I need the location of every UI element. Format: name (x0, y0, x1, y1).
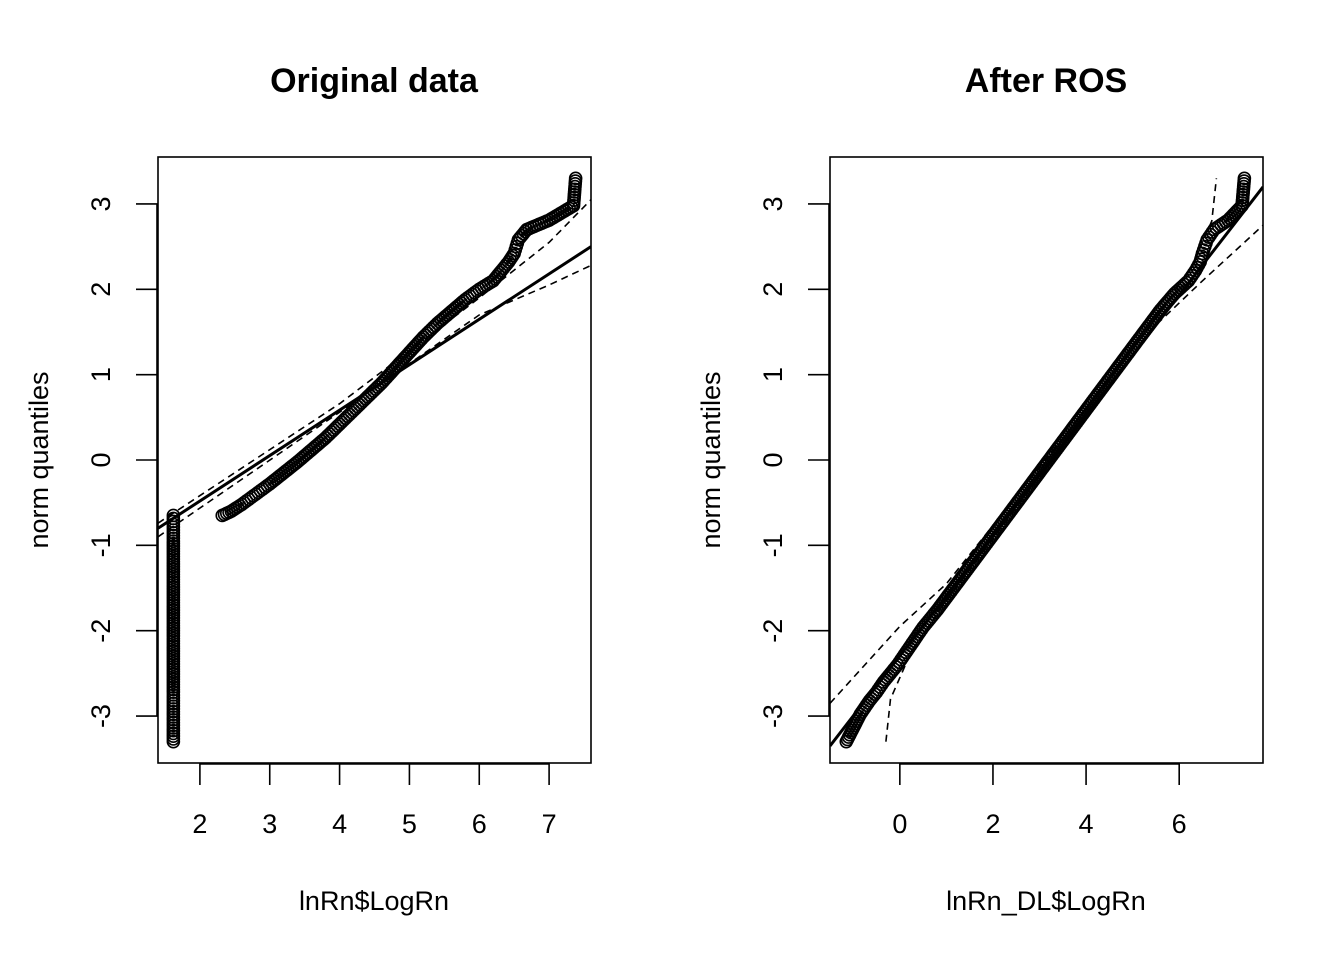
y-tick-label: -3 (758, 704, 788, 728)
y-tick-label: -2 (86, 619, 116, 643)
x-tick-label: 4 (332, 809, 347, 839)
y-tick-label: 1 (758, 367, 788, 382)
y-tick-label: 1 (86, 367, 116, 382)
confidence-envelope-lower (158, 264, 591, 538)
y-tick-label: 2 (86, 282, 116, 297)
y-tick-label: 3 (86, 196, 116, 211)
y-tick-label: -2 (758, 619, 788, 643)
y-tick-label: 2 (758, 282, 788, 297)
x-tick-label: 5 (402, 809, 417, 839)
confidence-envelope-lower (885, 224, 1263, 742)
chart-title: After ROS (965, 62, 1127, 100)
x-tick-label: 3 (262, 809, 277, 839)
x-axis-label: lnRn$LogRn (299, 886, 449, 916)
y-tick-label: -1 (86, 533, 116, 557)
x-tick-label: 2 (192, 809, 207, 839)
y-tick-label: -1 (758, 533, 788, 557)
after-ros-panel: After ROS lnRn_DL$LogRn norm quantiles 0… (696, 62, 1264, 916)
data-point (166, 508, 181, 523)
y-tick-label: 0 (758, 452, 788, 467)
data-point (568, 171, 583, 186)
x-axis-label: lnRn_DL$LogRn (946, 886, 1146, 916)
y-tick-label: 0 (86, 452, 116, 467)
y-tick-label: -3 (86, 704, 116, 728)
y-tick-label: 3 (758, 196, 788, 211)
data-point (1237, 171, 1252, 186)
x-tick-label: 2 (985, 809, 1000, 839)
y-axis-label: norm quantiles (24, 371, 54, 548)
confidence-envelope-upper (830, 178, 1218, 704)
original-data-panel: Original data lnRn$LogRn norm quantiles … (24, 62, 592, 916)
chart-title: Original data (270, 62, 479, 100)
x-tick-label: 6 (472, 809, 487, 839)
x-tick-label: 4 (1079, 809, 1094, 839)
confidence-envelope-upper (158, 199, 591, 524)
x-tick-label: 7 (542, 809, 557, 839)
x-tick-label: 0 (892, 809, 907, 839)
plot-frame (157, 156, 592, 764)
x-tick-label: 6 (1172, 809, 1187, 839)
y-axis-label: norm quantiles (696, 371, 726, 548)
